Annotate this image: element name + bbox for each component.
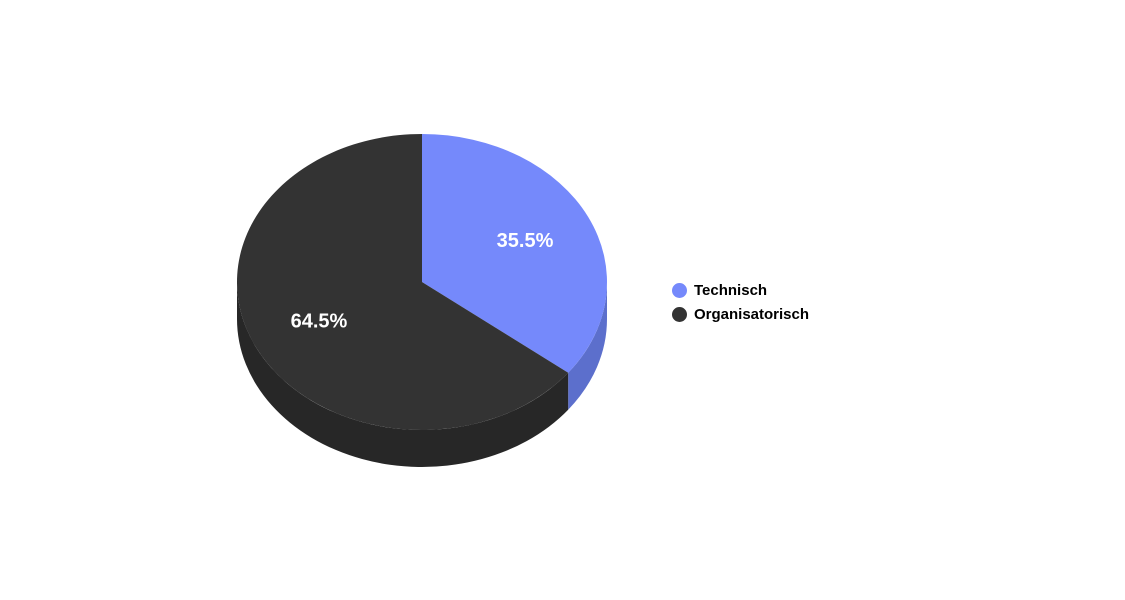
pie-slice-technisch[interactable] [422, 134, 607, 373]
pie-slice-organisatorisch[interactable] [237, 134, 569, 431]
pie-sides [237, 282, 607, 468]
legend-label-technisch: Technisch [694, 281, 768, 299]
legend-item-organisatorisch[interactable]: Organisatorisch [672, 302, 809, 326]
legend-item-technisch[interactable]: Technisch [672, 278, 809, 302]
data-label-organisatorisch: 64.5% [291, 311, 348, 333]
legend-swatch-organisatorisch [672, 306, 687, 322]
legend-swatch-technisch [672, 282, 687, 298]
legend-label-organisatorisch: Organisatorisch [694, 305, 810, 323]
pie-side-technisch [568, 282, 607, 410]
data-label-technisch: 35.5% [497, 230, 554, 252]
pie-side-organisatorisch [237, 282, 569, 468]
pie-data-labels: 35.5% 64.5% [291, 230, 554, 333]
legend: Technisch Organisatorisch [672, 278, 809, 326]
pie-slices [237, 134, 607, 431]
